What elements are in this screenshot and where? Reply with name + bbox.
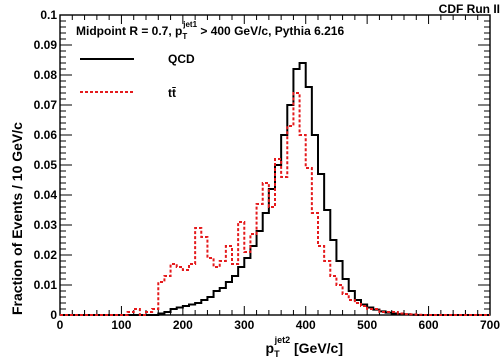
plot-title-suffix: > 400 GeV/c, Pythia 6.216	[197, 24, 344, 38]
x-axis-title: pTjet2 [GeV/c]	[266, 335, 343, 359]
x-tick-label: 100	[111, 318, 131, 332]
y-tick-label: 0.04	[34, 188, 58, 202]
y-tick-label: 0.08	[34, 68, 58, 82]
x-tick-label: 0	[57, 318, 64, 332]
y-tick-label: 0.02	[34, 248, 58, 262]
legend-label-ttbar: tt̄	[168, 86, 176, 100]
y-tick-label: 0.03	[34, 218, 58, 232]
plot-title-sub: T	[182, 32, 187, 41]
plot-title: Midpoint R = 0.7, pTjet1 > 400 GeV/c, Py…	[76, 20, 344, 41]
x-tick-label: 200	[173, 318, 193, 332]
series-ttbar-histogram	[60, 92, 490, 316]
y-axis-title: Fraction of Events / 10 GeV/c	[9, 122, 25, 315]
y-tick-label: 0.07	[34, 98, 58, 112]
y-tick-label: 0.05	[34, 158, 58, 172]
x-axis-title-sup: jet2	[274, 335, 291, 345]
x-tick-label: 500	[357, 318, 377, 332]
y-tick-label: 0.09	[34, 38, 58, 52]
plot-title-prefix: Midpoint R = 0.7, p	[76, 24, 182, 38]
x-axis-title-sub: T	[274, 349, 280, 359]
x-axis-title-main: p	[266, 340, 275, 356]
x-tick-label: 700	[480, 318, 500, 332]
y-tick-label: 0	[50, 308, 57, 322]
x-axis-title-suffix: [GeV/c]	[290, 340, 343, 356]
y-tick-label: 0.06	[34, 128, 58, 142]
y-tick-label: 0.01	[34, 278, 58, 292]
corner-label: CDF Run II	[439, 2, 500, 16]
legend-label-qcd: QCD	[168, 52, 195, 66]
x-tick-label: 600	[419, 318, 439, 332]
x-tick-label: 400	[296, 318, 316, 332]
axis-ticks: 0 100 200 300 400 500 600 700 0 0.01 0.02 0.03 0.04 0…	[34, 8, 501, 332]
plot-title-sup: jet1	[182, 20, 197, 29]
y-tick-label: 0.1	[40, 8, 57, 22]
legend: QCD tt̄	[80, 52, 195, 100]
x-tick-label: 300	[234, 318, 254, 332]
